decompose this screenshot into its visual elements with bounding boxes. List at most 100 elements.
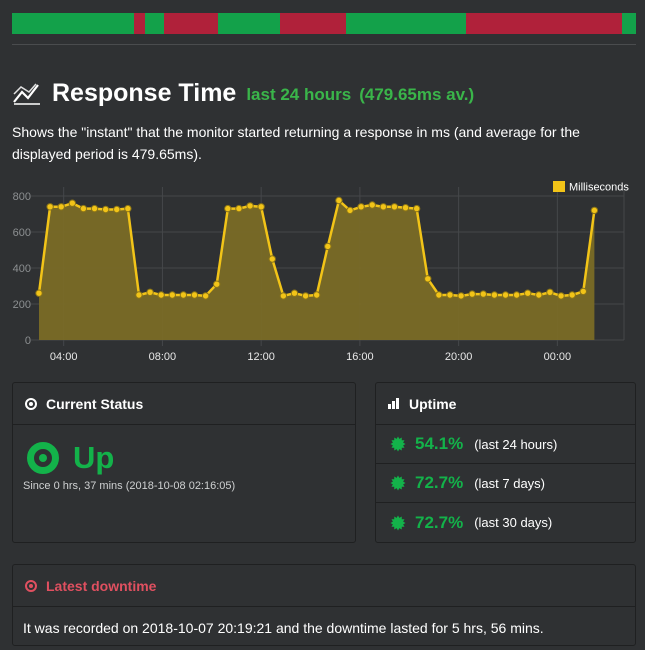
uptime-period: (last 30 days) — [474, 515, 553, 530]
status-segment-down[interactable] — [133, 13, 145, 34]
status-dot-icon — [25, 397, 37, 410]
data-point — [446, 291, 454, 299]
status-segment-up[interactable] — [217, 13, 281, 34]
uptime-period: (last 24 hours) — [474, 436, 558, 452]
data-point — [179, 291, 188, 299]
data-point — [590, 206, 599, 215]
data-point — [368, 201, 376, 209]
legend-label: Milliseconds — [569, 182, 629, 194]
data-point — [468, 290, 476, 298]
y-tick-label: 600 — [13, 227, 31, 239]
divider — [12, 44, 636, 45]
data-point — [424, 275, 432, 283]
badge-icon — [390, 515, 406, 530]
latest-downtime-text: It was recorded on 2018-10-07 20:19:21 a… — [23, 620, 544, 636]
series-area — [39, 200, 595, 340]
data-point — [301, 292, 310, 300]
data-point — [357, 203, 365, 211]
data-point — [68, 199, 77, 207]
data-point — [501, 291, 510, 299]
data-point — [312, 291, 321, 299]
latest-downtime-title: Latest downtime — [46, 577, 157, 594]
data-point — [235, 204, 243, 213]
uptime-header: Uptime — [376, 383, 635, 425]
data-point — [268, 255, 276, 263]
data-point — [568, 291, 576, 299]
uptime-panel: Uptime 54.1% (last 24 hours) 72.7% (last… — [375, 382, 636, 543]
response-time-description: Shows the "instant" that the monitor sta… — [12, 124, 580, 162]
data-point — [535, 291, 543, 299]
y-tick-label: 800 — [13, 191, 31, 203]
response-time-header: Response Time last 24 hours (479.65ms av… — [12, 76, 474, 110]
data-point — [257, 203, 265, 211]
data-point — [190, 291, 199, 299]
data-point — [46, 203, 54, 211]
uptime-row-7d: 72.7% (last 7 days) — [376, 464, 635, 503]
data-point — [101, 205, 110, 214]
x-tick-label: 04:00 — [50, 351, 78, 363]
data-point — [90, 204, 99, 213]
status-segment-up[interactable] — [12, 13, 134, 34]
status-since: Since 0 hrs, 37 mins (2018-10-08 02:16:0… — [23, 480, 236, 492]
data-point — [124, 204, 132, 213]
data-point — [157, 291, 165, 299]
uptime-row-30d: 72.7% (last 30 days) — [376, 503, 635, 542]
uptime-percent: 72.7% — [415, 512, 464, 532]
response-time-chart: 0 200 400 600 800 04:00 08:00 12:00 16:00 20:00 00… — [0, 170, 645, 370]
bar-chart-icon — [388, 398, 400, 409]
data-point — [279, 292, 288, 300]
data-point — [246, 202, 254, 210]
status-segment-up[interactable] — [144, 13, 164, 34]
data-point — [35, 289, 43, 297]
current-status-title: Current Status — [46, 395, 144, 412]
data-point — [135, 291, 143, 299]
status-segment-down[interactable] — [465, 13, 622, 34]
data-point — [457, 292, 465, 300]
data-point — [335, 196, 343, 205]
data-point — [401, 204, 410, 212]
data-point — [579, 287, 587, 296]
line-chart-icon — [13, 83, 40, 105]
uptime-period: (last 7 days) — [474, 475, 546, 491]
uptime-percent: 72.7% — [415, 473, 464, 492]
y-tick-label: 400 — [13, 263, 31, 275]
current-status-panel: Current Status Up Since 0 hrs, 37 mins (… — [12, 382, 356, 543]
up-ring-icon — [27, 442, 59, 474]
data-point — [435, 291, 443, 299]
status-segment-down[interactable] — [280, 13, 346, 34]
status-segment-down[interactable] — [163, 13, 218, 34]
data-point — [412, 204, 421, 213]
data-point — [57, 203, 65, 211]
uptime-percent: 54.1% — [415, 434, 464, 453]
alert-dot-icon — [25, 579, 37, 592]
uptime-row-24h: 54.1% (last 24 hours) — [376, 425, 635, 464]
legend-swatch — [553, 181, 565, 192]
x-tick-label: 12:00 — [247, 351, 275, 363]
data-point — [168, 291, 176, 299]
data-point — [512, 291, 521, 299]
data-point — [346, 206, 354, 215]
data-point — [390, 203, 399, 211]
uptime-title: Uptime — [409, 395, 457, 412]
data-point — [490, 291, 499, 299]
x-tick-label: 20:00 — [445, 351, 473, 363]
data-point — [524, 289, 532, 297]
badge-icon — [390, 436, 406, 452]
status-segment-up[interactable] — [345, 13, 466, 34]
x-tick-label: 08:00 — [149, 351, 177, 363]
data-point — [379, 203, 388, 211]
page-title: Response Time — [52, 78, 237, 107]
data-point — [479, 290, 488, 298]
y-tick-label: 0 — [25, 335, 31, 347]
latest-downtime-panel: Latest downtime It was recorded on 2018-… — [12, 564, 636, 646]
status-indicator: Up — [27, 440, 114, 476]
time-range: last 24 hours — [246, 85, 352, 104]
data-point — [224, 204, 232, 213]
average-value: (479.65ms av.) — [359, 85, 475, 104]
status-segment-up[interactable] — [621, 13, 636, 34]
status-state: Up — [73, 440, 115, 475]
latest-downtime-header: Latest downtime — [13, 565, 635, 607]
data-point — [213, 280, 221, 288]
data-point — [557, 292, 565, 300]
x-tick-label: 00:00 — [544, 351, 572, 363]
